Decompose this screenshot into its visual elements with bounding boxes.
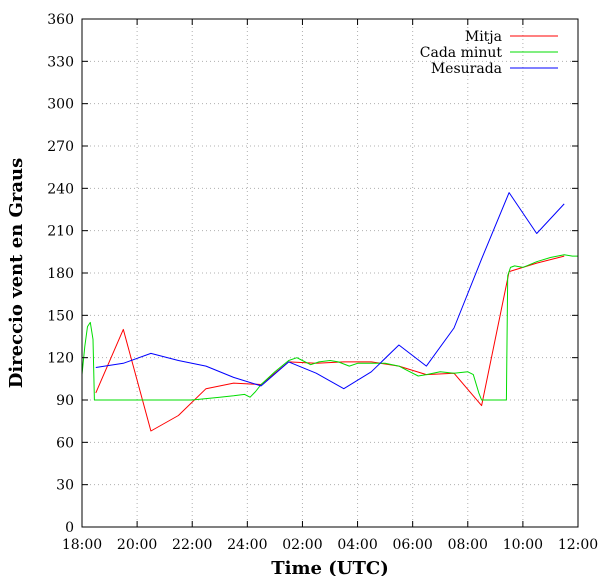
y-tick-label: 240 [47,181,74,197]
x-tick-label: 18:00 [62,537,102,553]
series-lines [81,192,578,432]
x-axis-title: Time (UTC) [271,558,388,576]
y-tick-label: 120 [47,351,74,367]
grid-lines [82,19,578,527]
series-line-cada-minut [81,254,578,401]
x-tick-label: 02:00 [282,537,322,553]
y-tick-label: 330 [47,54,74,70]
x-tick-label: 04:00 [337,537,377,553]
x-tick-label: 12:00 [558,537,598,553]
y-tick-label: 270 [47,139,74,155]
x-tick-label: 06:00 [392,537,432,553]
y-tick-label: 360 [47,12,74,28]
y-tick-label: 60 [56,435,74,451]
axis-ticks [81,18,579,528]
legend-label: Cada minut [420,45,503,61]
x-tick-label: 20:00 [117,537,157,553]
x-tick-label: 24:00 [227,537,267,553]
series-line-mesurada [95,192,565,390]
x-tick-label: 08:00 [448,537,488,553]
x-tick-label: 10:00 [503,537,543,553]
y-tick-label: 90 [56,393,74,409]
series-line-mitja [95,255,565,432]
y-tick-label: 300 [47,97,74,113]
y-tick-label: 150 [47,308,74,324]
x-tick-label: 22:00 [172,537,212,553]
y-tick-label: 180 [47,266,74,282]
legend-label: Mitja [465,29,502,45]
y-tick-label: 210 [47,224,74,240]
legend-label: Mesurada [431,61,502,77]
y-tick-label: 30 [56,478,74,494]
y-axis-title: Direccio vent en Graus [6,158,27,389]
tick-labels: 0 30 60 90 120 150 180 210 240 270 300 330 360 18:00 2… [47,12,598,553]
y-tick-label: 0 [65,520,74,536]
